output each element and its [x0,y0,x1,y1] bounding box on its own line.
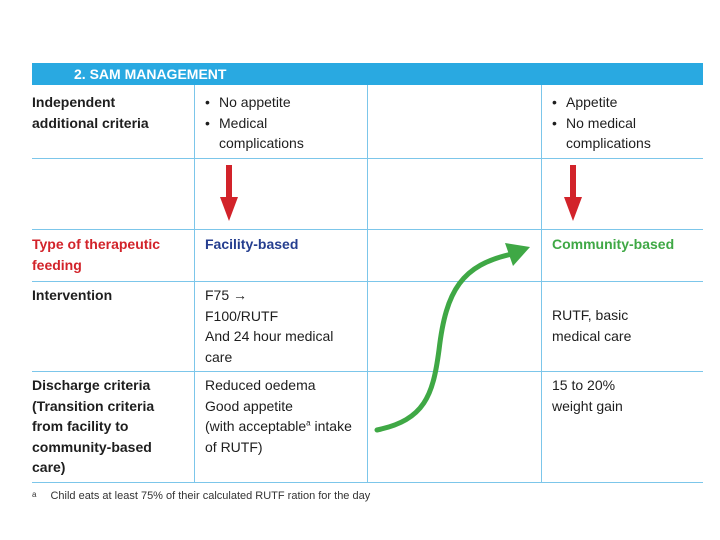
community-intervention: RUTF, basic medical care [552,307,632,344]
community-based-label: Community-based [552,236,675,252]
bullet-item: No appetite [205,92,355,113]
criteria-label: Independent additional criteria [32,94,149,131]
feeding-label: Type of therapeutic feeding [32,236,161,273]
table-header: 2. SAM MANAGEMENT [32,63,703,85]
footnote: a Child eats at least 75% of their calcul… [32,490,370,502]
bullet-item: Medical complications [205,113,355,154]
footnote-marker: a [32,490,37,499]
footnote-ref: a [306,418,311,428]
discharge-label: Discharge criteria (Transition criteria … [32,377,155,475]
community-discharge: 15 to 20% weight gain [552,377,623,414]
intervention-line: F100/RUTF [205,307,279,324]
discharge-text: intake [310,418,352,434]
facility-criteria: No appetite Medical complications [205,92,355,154]
facility-discharge: Reduced oedema Good appetite (with accep… [205,375,365,457]
discharge-text: (with acceptable [205,418,307,434]
intervention-label: Intervention [32,287,113,303]
red-down-arrow-icon [220,165,238,221]
intervention-line: And 24 hour medical care [205,328,334,365]
footnote-text: Child eats at least 75% of their calcula… [50,490,371,502]
facility-based-label: Facility-based [205,236,299,252]
discharge-line: Good appetite [205,397,293,414]
facility-intervention: F75 → F100/RUTF And 24 hour medical care [205,285,355,367]
table-title: 2. SAM MANAGEMENT [74,66,227,82]
bullet-item: No medical complications [552,113,692,154]
discharge-line: (with acceptablea intake [205,416,365,437]
red-down-arrow-icon [564,165,582,221]
discharge-line: of RUTF) [205,438,263,455]
bullet-item: Appetite [552,92,692,113]
discharge-line: Reduced oedema [205,377,316,393]
green-curved-arrow-icon [374,243,530,433]
community-criteria: Appetite No medical complications [552,92,692,154]
intervention-line: F75 → [205,287,248,303]
